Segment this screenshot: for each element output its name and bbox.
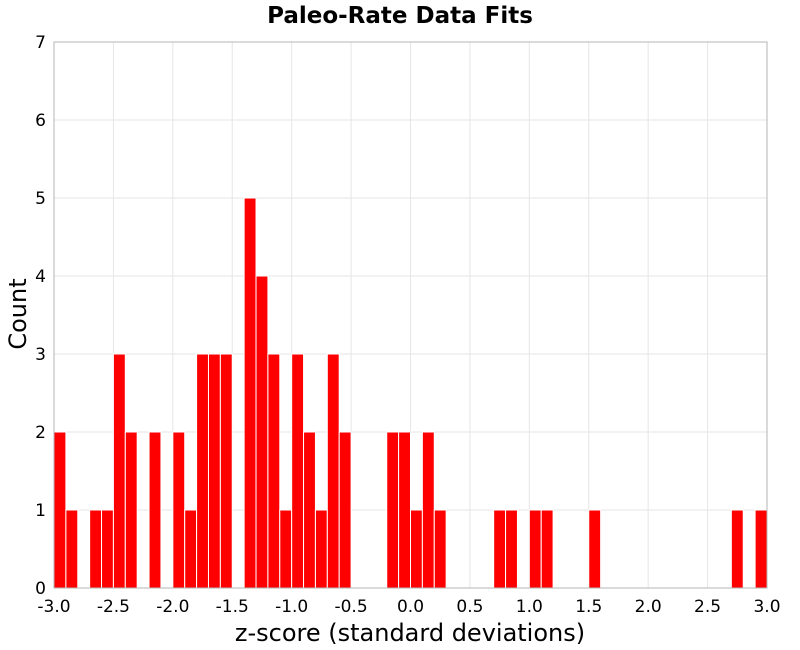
histogram-bar-2 (89, 509, 103, 589)
plot-frame (53, 41, 768, 589)
y-tick-label-6: 6 (35, 111, 46, 131)
x-tick-label-10: 2.0 (635, 597, 662, 617)
histogram-bar-28 (528, 509, 542, 589)
x-tick-label-6: 0.0 (397, 597, 424, 617)
x-tick-label-1: -2.5 (97, 597, 130, 617)
histogram-bar-9 (196, 353, 209, 589)
histogram-bar-5 (124, 431, 138, 589)
histogram-bar-29 (540, 509, 554, 589)
x-tick-label-9: 1.5 (575, 597, 602, 617)
x-tick-label-3: -1.5 (216, 597, 249, 617)
histogram-bar-7 (172, 431, 186, 589)
histogram-bar-17 (303, 431, 316, 589)
histogram-bar-19 (326, 353, 340, 589)
histogram-bar-14 (267, 353, 281, 589)
histogram-bar-1 (65, 509, 79, 589)
histogram-bar-22 (398, 431, 412, 589)
histogram-bar-13 (255, 275, 269, 589)
histogram-bar-16 (291, 353, 305, 589)
histogram-bar-12 (243, 197, 257, 589)
histogram-bar-23 (410, 509, 423, 589)
histogram-bar-15 (279, 509, 293, 589)
histogram-bar-0 (53, 431, 67, 589)
histogram-bar-26 (493, 509, 507, 589)
y-tick-label-3: 3 (35, 345, 46, 365)
x-tick-labels: -3.0 -2.5 -2.0 -1.5 -1.0 -0.5 0.0 0.5 1.0 1.5 2.0 2… (37, 597, 780, 617)
x-tick-label-4: -1.0 (275, 597, 308, 617)
histogram-bar-11 (219, 353, 233, 589)
y-tick-label-4: 4 (35, 267, 46, 287)
x-tick-label-0: -3.0 (37, 597, 70, 617)
histogram-bar-32 (754, 509, 768, 589)
x-tick-label-8: 1.0 (516, 597, 543, 617)
x-tick-label-5: -0.5 (334, 597, 367, 617)
y-tick-label-5: 5 (35, 189, 46, 209)
x-axis-label: z-score (standard deviations) (235, 619, 585, 647)
histogram-bar-24 (421, 431, 435, 589)
histogram-bar-18 (314, 509, 328, 589)
chart-title: Paleo-Rate Data Fits (267, 3, 533, 29)
histogram-bar-10 (207, 353, 221, 589)
y-tick-labels: 0 1 2 3 4 5 6 7 (35, 33, 46, 599)
histogram-bar-8 (184, 509, 198, 589)
histogram-bar-21 (386, 431, 400, 589)
y-tick-label-0: 0 (35, 579, 46, 599)
y-tick-label-7: 7 (35, 33, 46, 53)
y-tick-label-1: 1 (35, 501, 46, 521)
histogram-bar-6 (148, 431, 162, 589)
histogram-bar-3 (101, 509, 114, 589)
histogram-bar-30 (588, 509, 602, 589)
x-tick-label-7: 0.5 (456, 597, 483, 617)
histogram-bar-4 (112, 353, 126, 589)
y-tick-label-2: 2 (35, 423, 46, 443)
histogram-bar-20 (338, 431, 352, 589)
y-axis-label: Count (4, 278, 32, 349)
histogram-bar-31 (730, 509, 744, 589)
histogram-bar-25 (433, 509, 447, 589)
histogram-bar-27 (505, 509, 518, 589)
bars (53, 197, 768, 589)
x-tick-label-11: 2.5 (694, 597, 721, 617)
x-tick-label-2: -2.0 (156, 597, 189, 617)
x-tick-label-12: 3.0 (753, 597, 780, 617)
